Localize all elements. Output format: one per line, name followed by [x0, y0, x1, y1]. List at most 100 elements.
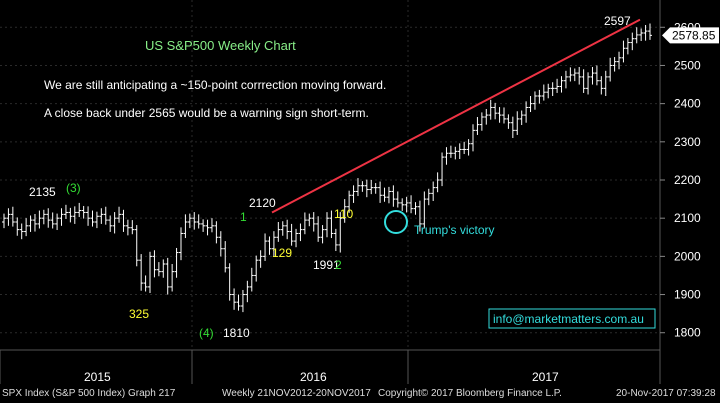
price-bar — [103, 206, 108, 225]
annotation-1: (3) — [66, 181, 81, 195]
annotation-0: 2135 — [29, 185, 56, 199]
year-label-2016: 2016 — [300, 370, 327, 384]
annotation-11: Trump's victory — [414, 223, 495, 237]
price-bar — [223, 241, 228, 273]
price-bar — [121, 209, 126, 232]
price-bar — [563, 70, 568, 89]
price-bar — [307, 213, 312, 227]
price-bar — [152, 250, 157, 278]
annotation-2: 325 — [129, 307, 149, 321]
price-bar — [130, 220, 135, 235]
annotation-10: 110 — [334, 207, 353, 221]
price-bar — [325, 212, 329, 238]
price-bar — [369, 180, 374, 195]
price-bar — [192, 212, 197, 230]
price-bars — [2, 23, 652, 313]
price-bar — [187, 213, 192, 229]
price-bar — [24, 218, 29, 237]
price-bar — [311, 212, 316, 232]
price-bar — [612, 57, 617, 72]
price-bar — [364, 179, 369, 198]
price-bar — [559, 76, 564, 93]
price-bar — [205, 219, 210, 236]
annotation-5: 2120 — [249, 196, 276, 210]
price-bar — [338, 212, 343, 253]
y-tick-label-2400: 2400 — [674, 97, 701, 111]
price-bar — [263, 233, 268, 261]
price-bar — [117, 206, 122, 223]
x-axis-year-labels: 2015 2016 2017 — [84, 370, 559, 384]
price-bar — [183, 214, 188, 239]
price-bar — [201, 219, 206, 232]
price-bar — [37, 210, 42, 229]
price-bar — [227, 263, 232, 301]
price-bar — [6, 208, 11, 226]
price-bar — [68, 207, 73, 223]
price-bar — [99, 208, 104, 224]
price-bar — [15, 217, 20, 236]
y-tick-label-2100: 2100 — [674, 211, 701, 225]
resistance-trendline — [271, 18, 641, 214]
price-bar — [643, 24, 648, 41]
price-bar — [462, 141, 467, 155]
annotation-6: 1 — [240, 210, 247, 224]
price-bar — [218, 231, 223, 257]
trump-victory-circle — [384, 210, 408, 234]
price-bar — [440, 152, 445, 187]
watermark-border — [488, 308, 656, 329]
price-bar — [32, 213, 37, 232]
price-bar — [134, 225, 139, 267]
price-bar — [165, 257, 170, 295]
price-bar — [196, 214, 201, 229]
price-bar — [541, 84, 546, 101]
price-bar — [625, 37, 630, 55]
price-bar — [417, 200, 422, 232]
price-bar — [59, 208, 64, 226]
watermark-box: info@marketmatters.com.au — [488, 308, 656, 329]
price-bar — [466, 139, 471, 156]
commentary-line-1: We are still anticipating a ~150-point c… — [44, 78, 386, 92]
price-bar — [577, 66, 582, 85]
price-bar — [484, 108, 489, 125]
price-bar — [639, 28, 644, 42]
price-bar — [431, 181, 436, 201]
price-bar — [373, 183, 378, 194]
last-price-arrow — [662, 27, 719, 44]
bloomberg-footer: SPX Index (S&P 500 Index) Graph 217 Week… — [0, 384, 720, 403]
price-bar — [395, 191, 400, 208]
price-bar — [19, 223, 24, 240]
price-bar — [232, 288, 237, 310]
price-bar — [435, 172, 440, 193]
price-bar — [320, 225, 325, 244]
price-bar — [568, 67, 573, 82]
price-bar — [506, 114, 511, 129]
price-bar — [249, 267, 254, 292]
annotation-7: 129 — [272, 246, 292, 260]
plot-background — [0, 0, 720, 384]
price-bar — [444, 147, 449, 165]
price-bar — [400, 198, 405, 211]
price-bar — [316, 216, 321, 242]
price-bar — [537, 89, 542, 104]
price-bar — [630, 32, 635, 51]
price-bar — [515, 111, 520, 135]
annotation-12: 2597 — [604, 14, 631, 28]
price-bar — [413, 202, 418, 215]
footer-datetime: 20-Nov-2017 07:39:28 — [616, 388, 716, 399]
price-bar — [479, 112, 484, 131]
grid-lines — [0, 0, 660, 350]
price-bar — [590, 66, 595, 85]
price-bar — [240, 289, 245, 313]
price-bar — [497, 107, 502, 123]
y-tick-label-2000: 2000 — [674, 249, 701, 263]
annotation-3: (4) — [199, 326, 214, 340]
price-bar — [94, 211, 99, 229]
price-bar — [519, 110, 524, 126]
price-bar — [280, 221, 285, 236]
y-tick-label-2300: 2300 — [674, 135, 701, 149]
annotation-8: 1991 — [313, 258, 340, 272]
price-bar — [112, 212, 117, 234]
price-bar — [510, 116, 515, 138]
price-bar — [72, 206, 77, 224]
price-bar — [178, 227, 183, 261]
